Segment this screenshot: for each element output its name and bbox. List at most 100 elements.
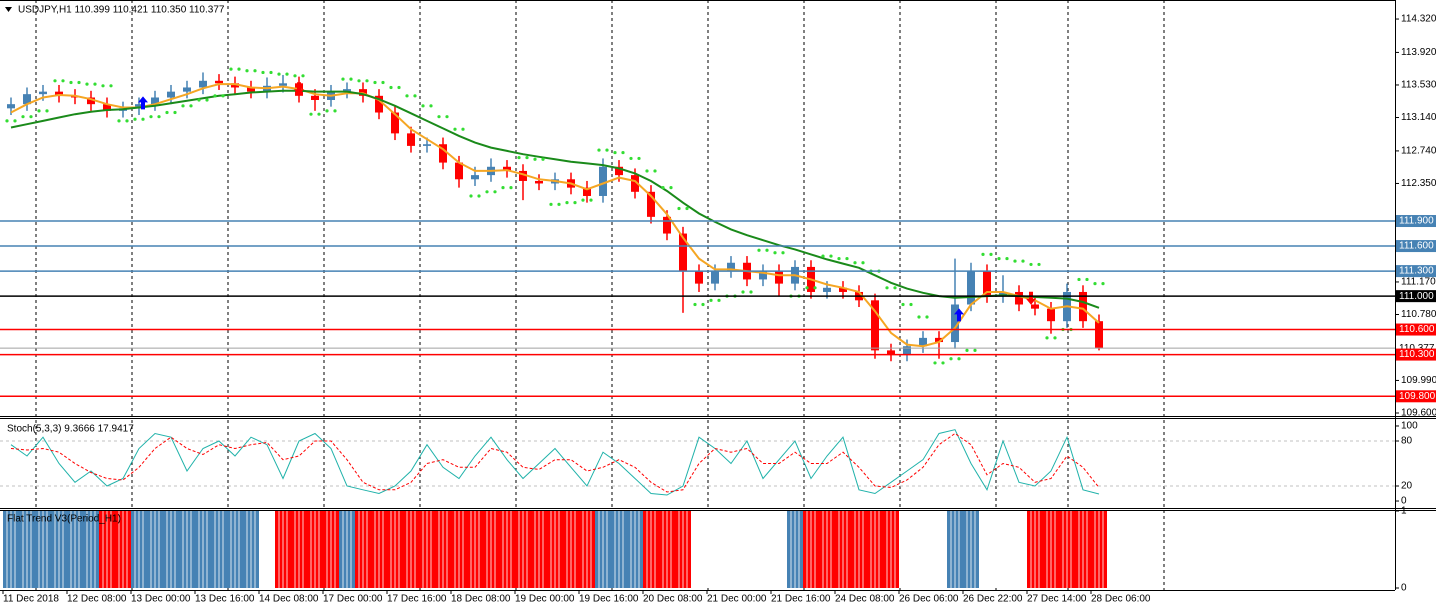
- sar-dot: [853, 261, 857, 265]
- level-label: 111.900: [1399, 216, 1434, 227]
- x-tick-label: 13 Dec 00:00: [131, 594, 191, 605]
- sar-dot: [1045, 336, 1049, 340]
- sar-dot: [413, 94, 417, 98]
- sar-dot: [157, 115, 161, 119]
- candle-body: [199, 80, 207, 88]
- x-tick-label: 28 Dec 06:00: [1091, 594, 1151, 605]
- sar-dot: [429, 104, 433, 108]
- level-box: [1396, 265, 1436, 278]
- sar-dot: [333, 109, 337, 113]
- sar-dot: [277, 72, 281, 76]
- sar-dot: [525, 155, 529, 160]
- sar-dot: [61, 79, 65, 83]
- y-tick-label: 109.600: [1401, 408, 1436, 419]
- sar-dot: [973, 348, 977, 352]
- sar-dot: [1029, 262, 1033, 267]
- candle-body: [23, 94, 31, 105]
- sar-dot: [29, 115, 33, 119]
- candle-body: [471, 175, 479, 180]
- y-tick-label: 100: [1401, 421, 1418, 432]
- sar-dot: [621, 150, 625, 155]
- sar-dot: [893, 286, 897, 290]
- sar-dot: [1101, 282, 1105, 286]
- level-box: [1396, 290, 1436, 303]
- sar-dot: [181, 104, 185, 108]
- sar-dot: [293, 74, 297, 78]
- candle-body: [951, 304, 959, 343]
- candle-body: [535, 180, 543, 184]
- sar-dot: [709, 298, 713, 302]
- sar-dot: [101, 84, 105, 88]
- candle-body: [407, 133, 415, 146]
- sar-dot: [325, 109, 329, 113]
- sar-dot: [261, 70, 265, 75]
- sar-dot: [781, 251, 785, 255]
- sar-dot: [885, 286, 889, 290]
- sar-dot: [573, 201, 577, 205]
- x-tick-label: 21 Dec 00:00: [707, 594, 767, 605]
- candle-body: [247, 87, 255, 92]
- sar-dot: [917, 315, 921, 319]
- sar-dot: [749, 290, 753, 294]
- candle-body: [679, 233, 687, 272]
- candle-body: [375, 95, 383, 113]
- candle-body: [503, 166, 511, 171]
- candle-body: [455, 162, 463, 180]
- candle-body: [343, 89, 351, 92]
- sar-dot: [701, 302, 705, 307]
- candle-body: [967, 271, 975, 305]
- candle-body: [183, 87, 191, 92]
- y-tick-label: 80: [1401, 436, 1413, 447]
- moving-average: [10, 89, 1100, 309]
- sar-dot: [469, 194, 473, 198]
- sar-dot: [605, 148, 609, 152]
- sar-dot: [1005, 256, 1009, 261]
- candle-body: [887, 350, 895, 355]
- level-label: 111.600: [1399, 241, 1434, 252]
- candle-body: [711, 271, 719, 284]
- candle-body: [759, 271, 767, 280]
- sar-dot: [693, 302, 697, 307]
- signal-arrow: [1026, 291, 1036, 305]
- sar-dot: [477, 194, 481, 198]
- y-tick-label: 0: [1401, 583, 1407, 594]
- sar-dot: [133, 117, 137, 121]
- x-tick-label: 13 Dec 16:00: [195, 594, 255, 605]
- sar-dot: [1093, 282, 1097, 286]
- candle-body: [583, 187, 591, 196]
- sar-dot: [389, 85, 393, 90]
- sar-dot: [285, 72, 289, 76]
- signal-arrow: [954, 308, 964, 322]
- sar-dot: [485, 190, 489, 194]
- candle-body: [55, 91, 63, 96]
- sar-dot: [669, 186, 673, 190]
- x-tick-label: 26 Dec 22:00: [963, 594, 1023, 605]
- sar-dot: [597, 148, 601, 152]
- sar-dot: [229, 67, 233, 71]
- sar-dot: [301, 74, 305, 78]
- sar-dot: [349, 77, 353, 81]
- sar-dot: [1037, 262, 1041, 267]
- sar-dot: [85, 82, 89, 86]
- candle-body: [727, 262, 735, 272]
- x-tick-label: 24 Dec 08:00: [835, 594, 895, 605]
- sar-dot: [845, 256, 849, 261]
- candle-body: [871, 300, 879, 351]
- sar-dot: [805, 286, 809, 290]
- level-box: [1396, 240, 1436, 253]
- sar-dot: [589, 198, 593, 202]
- sar-dot: [125, 119, 129, 123]
- candle-body: [311, 95, 319, 100]
- sar-dot: [269, 70, 273, 75]
- level-box: [1396, 323, 1436, 336]
- sar-dot: [5, 119, 9, 123]
- sar-dot: [453, 127, 457, 131]
- sar-dot: [565, 201, 569, 205]
- sar-dot: [501, 186, 505, 190]
- x-tick-label: 17 Dec 16:00: [387, 594, 447, 605]
- candle-body: [631, 175, 639, 192]
- sar-dot: [253, 69, 257, 73]
- level-label: 110.300: [1399, 349, 1435, 360]
